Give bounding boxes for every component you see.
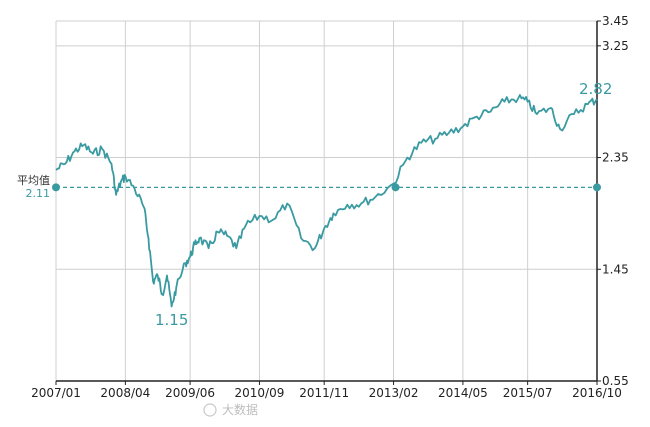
watermark-text: 大数据 (222, 402, 258, 417)
x-tick-label: 2015/07 (503, 386, 553, 400)
average-value-label: 2.11 (26, 187, 51, 200)
axes (55, 20, 601, 385)
x-tick-label: 2014/05 (438, 386, 488, 400)
x-tick-label: 2010/09 (235, 386, 285, 400)
x-tick-label: 2016/10 (572, 386, 622, 400)
y-tick-label: 3.25 (602, 39, 629, 53)
y-tick-label: 0.55 (602, 374, 629, 388)
y-tick-label: 3.45 (602, 14, 629, 28)
y-tick-labels: 0.55 1.45 2.35 3.25 3.45 (602, 14, 629, 388)
x-tick-label: 2007/01 (31, 386, 81, 400)
x-tick-label: 2008/04 (100, 386, 150, 400)
average-marker-cross (391, 183, 400, 192)
grid-lines (55, 20, 598, 382)
y-tick-label: 2.35 (602, 151, 629, 165)
x-tick-label: 2013/02 (369, 386, 419, 400)
x-tick-label: 2011/11 (299, 386, 349, 400)
watermark: 大数据 (203, 402, 258, 417)
average-marker-end (593, 183, 601, 192)
y-tick-label: 1.45 (602, 262, 629, 276)
average-line-group (52, 183, 601, 192)
average-label: 平均值 (17, 174, 50, 187)
x-tick-label: 2009/06 (165, 386, 215, 400)
series-line (55, 94, 598, 308)
x-tick-labels: 2007/01 2008/04 2009/06 2010/09 2011/11 2013/… (31, 386, 622, 400)
watermark-icon (203, 403, 217, 417)
end-value-label: 2.82 (579, 80, 612, 98)
min-value-label: 1.15 (155, 311, 188, 329)
average-marker-start (52, 183, 60, 192)
